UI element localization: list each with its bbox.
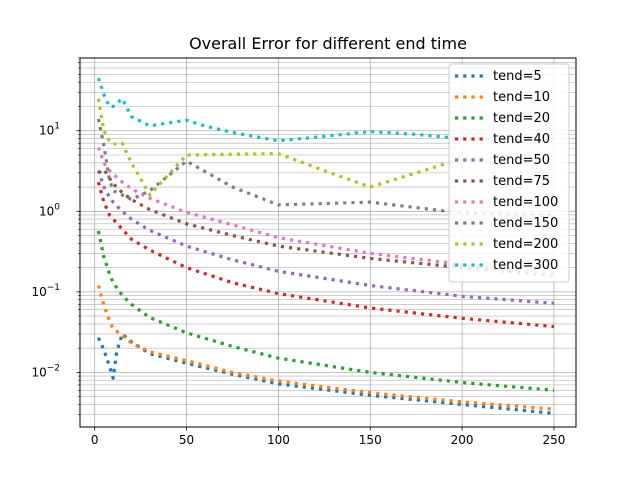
chart-title: Overall Error for different end time <box>189 34 467 53</box>
series-line <box>96 77 554 143</box>
series-line <box>96 146 555 275</box>
legend-label: tend=20 <box>493 111 550 126</box>
legend-box <box>448 63 570 283</box>
axis-ticks: 0 50 100 150 200 250 10−2 10−1 100 101 <box>31 57 566 447</box>
x-tick-label: 200 <box>451 433 474 447</box>
y-tick-label: 10−2 <box>31 363 60 379</box>
legend-label: tend=10 <box>493 90 550 105</box>
y-tick-label: 101 <box>39 122 60 138</box>
series-line <box>96 118 555 217</box>
series-layer <box>96 77 555 415</box>
x-tick-label: 0 <box>91 433 99 447</box>
legend-label: tend=50 <box>493 153 550 168</box>
series-line <box>96 230 555 392</box>
legend-label: tend=40 <box>493 132 550 147</box>
x-tick-label: 150 <box>359 433 382 447</box>
legend-label: tend=150 <box>493 216 558 231</box>
series-line <box>96 285 555 411</box>
legend-label: tend=100 <box>493 195 558 210</box>
legend: tend=5 tend=10 tend=20 tend=40 tend=50 tend=7… <box>448 63 570 283</box>
legend-label: tend=75 <box>493 174 550 189</box>
x-tick-label: 250 <box>543 433 566 447</box>
series-line <box>96 332 555 415</box>
legend-label: tend=300 <box>493 258 558 273</box>
y-tick-label: 10−1 <box>31 283 60 299</box>
legend-label: tend=200 <box>493 237 558 252</box>
legend-label: tend=5 <box>493 69 542 84</box>
x-tick-label: 50 <box>179 433 194 447</box>
plot-area-frame <box>79 57 577 428</box>
x-tick-label: 100 <box>267 433 290 447</box>
y-tick-label: 100 <box>39 202 60 218</box>
series-line <box>96 181 555 329</box>
